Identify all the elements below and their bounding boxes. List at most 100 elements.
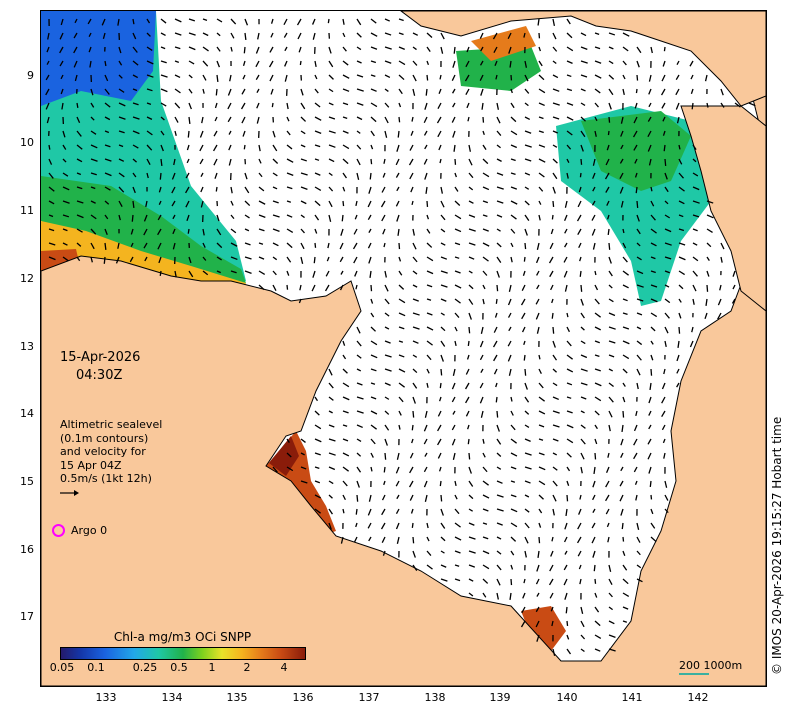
velocity-arrow bbox=[258, 214, 266, 219]
velocity-arrow bbox=[580, 312, 585, 319]
velocity-arrow bbox=[538, 214, 541, 221]
velocity-arrow bbox=[270, 18, 274, 24]
velocity-arrow bbox=[355, 522, 358, 528]
velocity-arrow bbox=[160, 32, 166, 37]
velocity-arrow bbox=[143, 214, 148, 222]
velocity-arrow bbox=[426, 228, 431, 234]
velocity-arrow bbox=[650, 200, 655, 207]
velocity-arrow bbox=[48, 228, 55, 232]
velocity-arrow bbox=[439, 158, 442, 164]
velocity-arrow bbox=[174, 18, 182, 23]
velocity-arrow bbox=[272, 172, 278, 177]
velocity-arrow bbox=[566, 466, 571, 472]
velocity-arrow bbox=[496, 550, 502, 555]
velocity-arrow bbox=[384, 326, 390, 330]
velocity-arrow bbox=[538, 186, 544, 192]
velocity-arrow bbox=[580, 32, 587, 37]
velocity-arrow bbox=[90, 102, 95, 108]
velocity-arrow bbox=[566, 424, 574, 429]
velocity-arrow bbox=[636, 536, 641, 543]
velocity-arrow bbox=[312, 32, 316, 40]
velocity-arrow bbox=[146, 130, 153, 136]
velocity-arrow bbox=[118, 74, 123, 79]
velocity-arrow bbox=[272, 228, 280, 232]
velocity-arrow bbox=[384, 130, 388, 138]
velocity-arrow bbox=[496, 564, 502, 571]
velocity-arrow bbox=[76, 256, 81, 262]
velocity-arrow bbox=[440, 340, 446, 347]
velocity-arrow bbox=[496, 452, 502, 457]
velocity-arrow bbox=[367, 242, 372, 249]
velocity-arrow bbox=[510, 494, 517, 498]
land-layer bbox=[41, 11, 766, 686]
velocity-arrow bbox=[510, 88, 513, 94]
velocity-arrow bbox=[62, 130, 66, 138]
velocity-arrow bbox=[286, 270, 290, 276]
velocity-arrow bbox=[440, 298, 447, 302]
velocity-arrow bbox=[300, 130, 306, 135]
velocity-arrow bbox=[468, 592, 474, 597]
velocity-arrow bbox=[384, 452, 387, 460]
velocity-arrow bbox=[370, 452, 374, 458]
velocity-arrow bbox=[76, 158, 83, 163]
velocity-arrow bbox=[564, 284, 568, 292]
velocity-arrow bbox=[580, 116, 586, 122]
velocity-arrow bbox=[380, 200, 386, 208]
velocity-arrow bbox=[314, 130, 322, 134]
velocity-arrow bbox=[622, 74, 626, 80]
velocity-arrow bbox=[342, 508, 345, 514]
date-stamp: 15-Apr-2026 04:30Z bbox=[60, 349, 140, 385]
velocity-arrow bbox=[591, 536, 596, 544]
velocity-arrow bbox=[268, 60, 274, 68]
velocity-arrow bbox=[620, 508, 624, 516]
velocity-arrow bbox=[622, 46, 629, 52]
velocity-arrow bbox=[706, 284, 709, 292]
velocity-arrow bbox=[272, 144, 278, 152]
velocity-arrow bbox=[661, 396, 666, 404]
velocity-arrow bbox=[664, 340, 667, 347]
velocity-arrow bbox=[216, 270, 222, 274]
velocity-arrow bbox=[146, 46, 153, 51]
velocity-arrow bbox=[663, 46, 666, 52]
velocity-arrow bbox=[62, 158, 67, 163]
velocity-arrow bbox=[438, 466, 442, 472]
velocity-arrow bbox=[678, 144, 681, 150]
velocity-arrow bbox=[395, 158, 400, 166]
velocity-arrow bbox=[132, 46, 138, 53]
velocity-arrow bbox=[520, 620, 526, 628]
velocity-arrow bbox=[605, 186, 610, 193]
velocity-arrow bbox=[143, 242, 148, 249]
velocity-arrow bbox=[437, 438, 442, 446]
velocity-arrow bbox=[328, 508, 333, 515]
velocity-arrow bbox=[647, 144, 652, 152]
velocity-arrow bbox=[650, 256, 656, 260]
velocity-arrow bbox=[452, 410, 456, 415]
velocity-arrow bbox=[440, 284, 448, 288]
velocity-arrow bbox=[381, 536, 386, 543]
velocity-arrow bbox=[370, 60, 377, 64]
velocity-arrow bbox=[577, 550, 582, 557]
info-line-3: and velocity for bbox=[60, 445, 146, 458]
velocity-arrow bbox=[663, 368, 666, 375]
velocity-arrow bbox=[342, 466, 349, 472]
map-panel[interactable] bbox=[40, 10, 767, 687]
velocity-arrow bbox=[632, 130, 638, 138]
velocity-arrow bbox=[664, 312, 670, 319]
velocity-arrow bbox=[482, 214, 488, 217]
velocity-arrow bbox=[550, 284, 554, 291]
velocity-arrow bbox=[452, 60, 456, 68]
velocity-arrow bbox=[398, 270, 403, 276]
velocity-arrow bbox=[186, 214, 190, 222]
velocity-arrow bbox=[454, 214, 462, 220]
velocity-arrow bbox=[566, 368, 574, 373]
velocity-arrow bbox=[395, 200, 400, 207]
velocity-arrow bbox=[664, 480, 668, 488]
velocity-arrow bbox=[216, 60, 221, 68]
velocity-arrow bbox=[606, 144, 610, 151]
velocity-arrow bbox=[482, 452, 486, 458]
velocity-arrow bbox=[146, 158, 151, 165]
velocity-arrow bbox=[580, 382, 588, 386]
velocity-arrow bbox=[242, 60, 246, 66]
velocity-arrow bbox=[468, 214, 476, 218]
velocity-arrow bbox=[87, 18, 92, 25]
